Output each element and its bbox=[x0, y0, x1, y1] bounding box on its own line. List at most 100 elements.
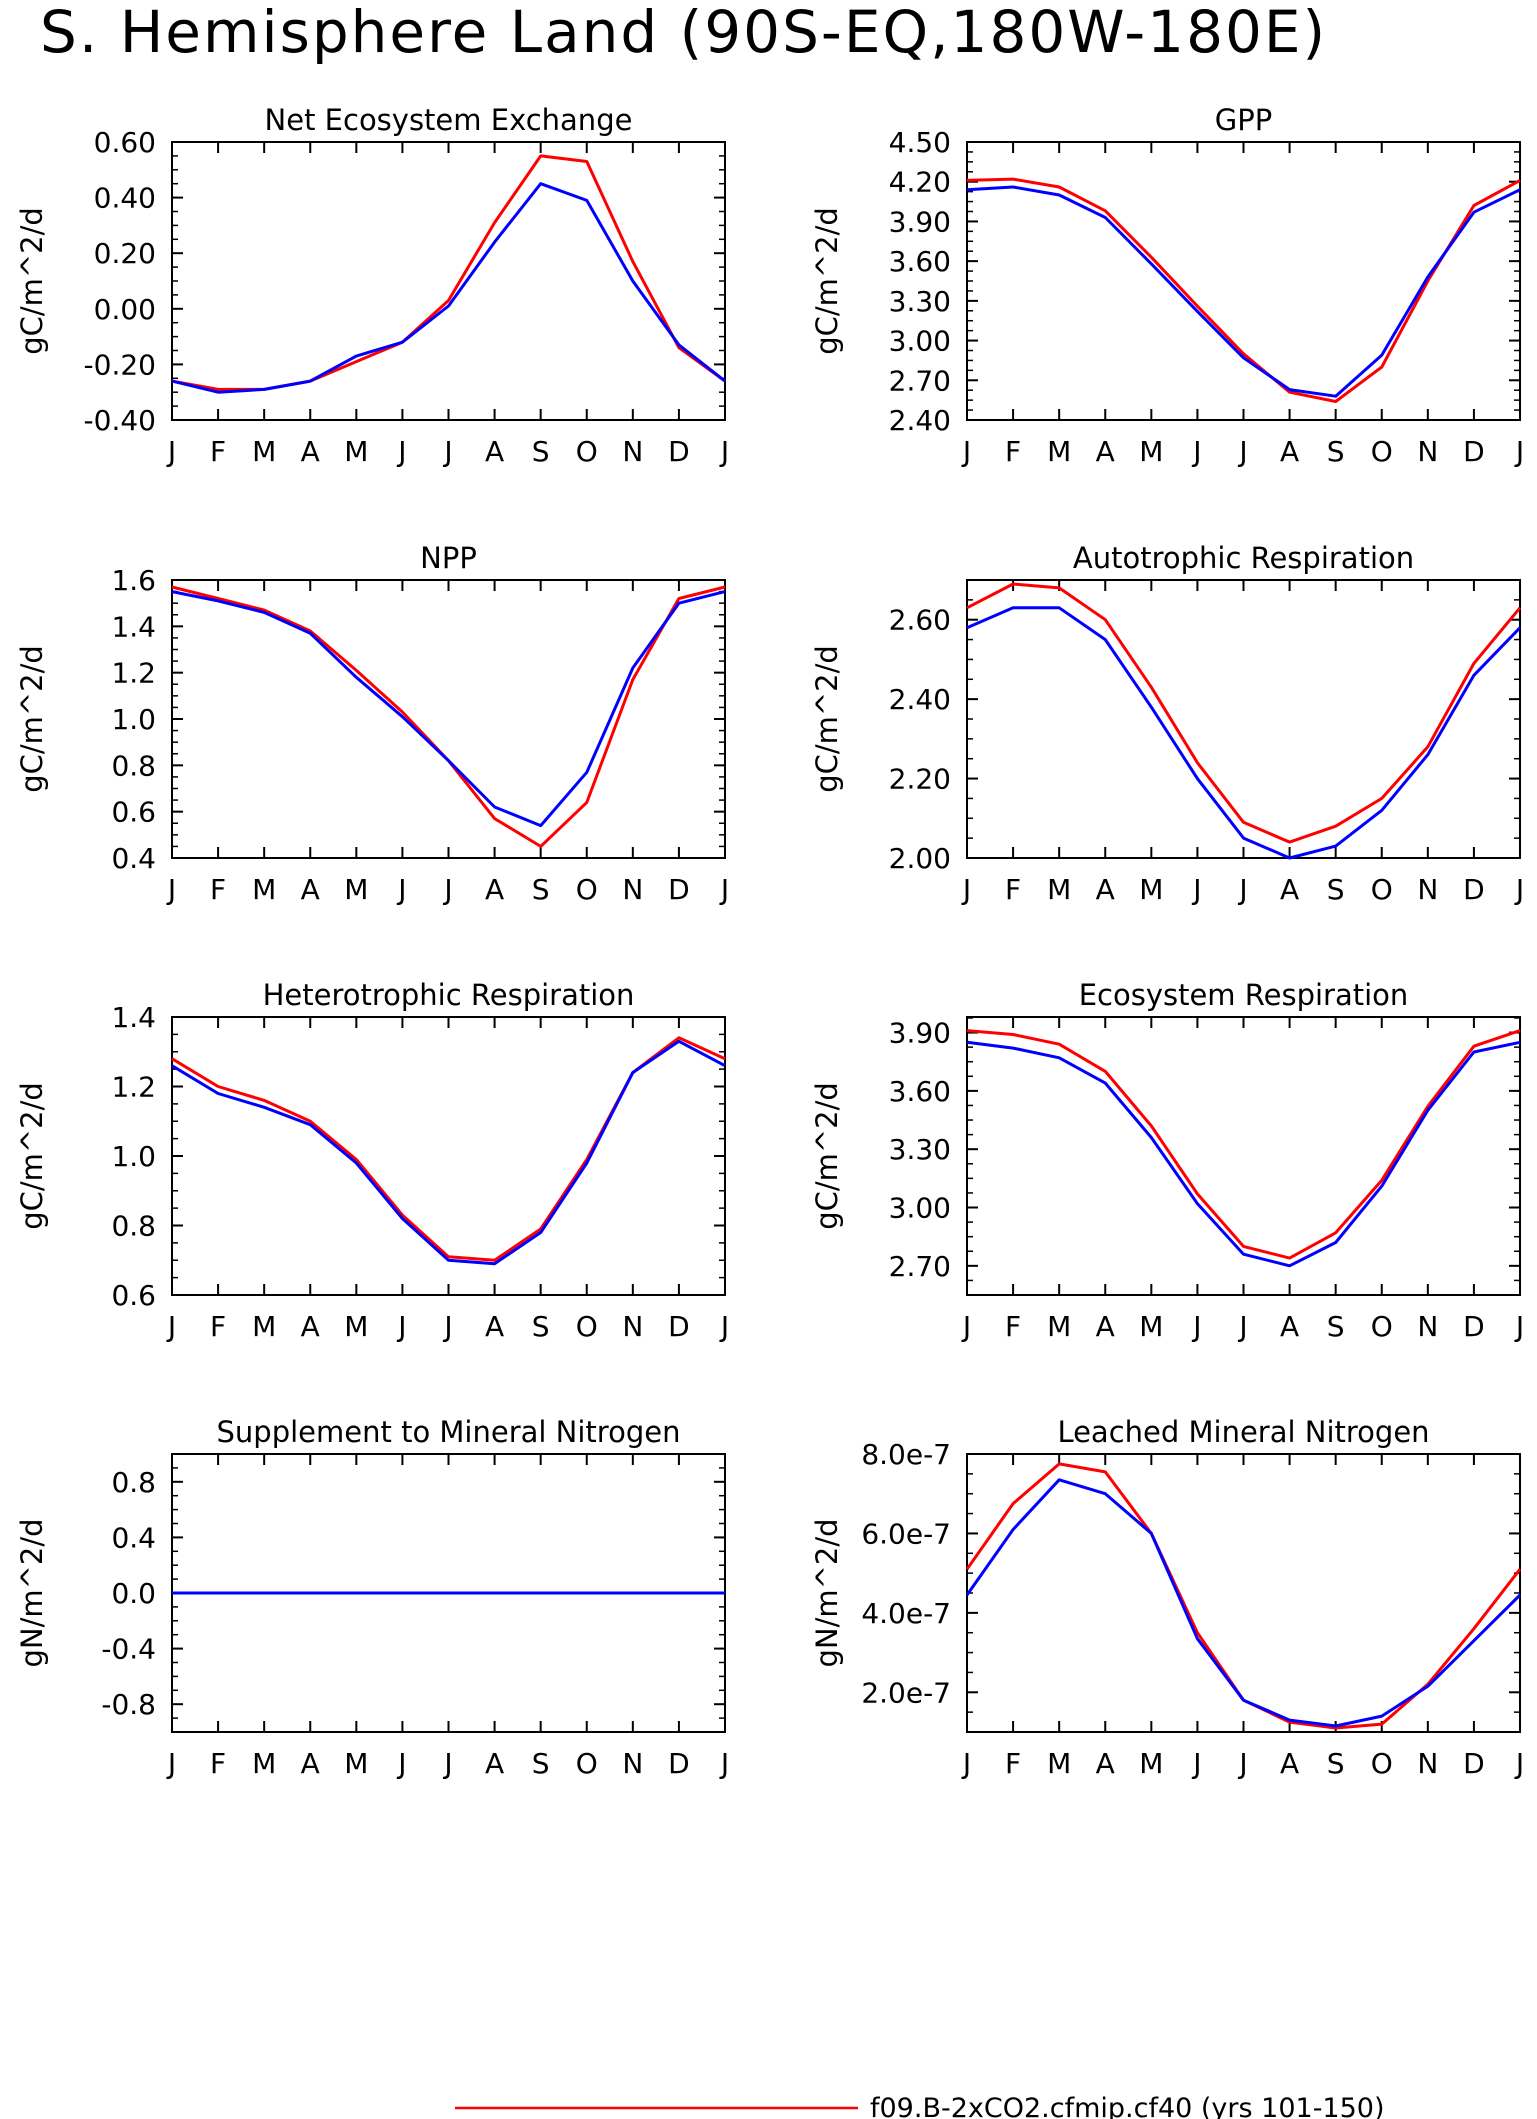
x-tick-label: D bbox=[1463, 1310, 1485, 1343]
y-tick-label: 4.0e-7 bbox=[861, 1597, 951, 1630]
x-tick-label: A bbox=[301, 1747, 320, 1780]
x-tick-label: F bbox=[210, 1310, 226, 1343]
x-tick-label: A bbox=[1096, 1747, 1115, 1780]
x-tick-label: M bbox=[252, 1747, 276, 1780]
chart-autotrophic-respiration: Autotrophic Respiration gC/m^2/d 2.00 2.20 2… bbox=[810, 541, 1524, 906]
y-tick-label: 3.00 bbox=[889, 325, 951, 358]
y-tick-label: 0.40 bbox=[94, 182, 156, 215]
x-tick-label: M bbox=[344, 873, 368, 906]
y-tick-label: 2.40 bbox=[889, 404, 951, 437]
x-tick-label: N bbox=[622, 873, 643, 906]
legend-label: f09.B-2xCO2.cfmip.cf40 (yrs 101-150) bbox=[870, 2093, 1385, 2119]
chart-panels: Net Ecosystem Exchange gC/m^2/d -0.40 -0.20… bbox=[15, 103, 1524, 1780]
x-tick-label: M bbox=[344, 435, 368, 468]
x-tick-label: N bbox=[1417, 1747, 1438, 1780]
x-tick-label: S bbox=[532, 873, 550, 906]
series-line-red bbox=[171, 1036, 726, 1262]
x-tick-label: S bbox=[1327, 1310, 1345, 1343]
y-tick-label: -0.4 bbox=[101, 1633, 156, 1666]
y-tick-label: 1.6 bbox=[111, 564, 156, 597]
x-tick-label: F bbox=[1005, 435, 1021, 468]
x-tick-label: M bbox=[344, 1310, 368, 1343]
chart-net-ecosystem-exchange: Net Ecosystem Exchange gC/m^2/d -0.40 -0.20… bbox=[15, 103, 729, 468]
x-tick-label: J bbox=[1191, 1747, 1201, 1780]
x-tick-label: J bbox=[719, 435, 729, 468]
x-tick-label: J bbox=[396, 435, 406, 468]
x-tick-label: N bbox=[622, 435, 643, 468]
x-tick-label: M bbox=[252, 435, 276, 468]
x-tick-label: J bbox=[719, 1310, 729, 1343]
plot-frame bbox=[171, 1016, 726, 1296]
x-tick-label: N bbox=[1417, 873, 1438, 906]
x-tick-label: D bbox=[1463, 435, 1485, 468]
x-tick-label: D bbox=[1463, 873, 1485, 906]
x-tick-label: N bbox=[1417, 435, 1438, 468]
y-tick-label: 3.60 bbox=[889, 1075, 951, 1108]
x-tick-label: J bbox=[961, 1747, 971, 1780]
y-tick-label: 0.4 bbox=[111, 842, 156, 875]
x-tick-label: M bbox=[1047, 435, 1071, 468]
legend: f09.B-2xCO2.cfmip.cf40 (yrs 101-150) bbox=[455, 2093, 1385, 2119]
x-tick-label: S bbox=[532, 435, 550, 468]
y-tick-label: 2.0e-7 bbox=[861, 1676, 951, 1709]
x-tick-label: A bbox=[1280, 1747, 1299, 1780]
y-tick-label: 0.8 bbox=[111, 749, 156, 782]
x-tick-label: J bbox=[442, 873, 452, 906]
y-tick-label: 0.8 bbox=[111, 1210, 156, 1243]
series-line-red bbox=[965, 1462, 1522, 1730]
plot-frame bbox=[171, 579, 726, 859]
y-tick-label: 0.4 bbox=[111, 1521, 156, 1554]
x-tick-label: J bbox=[396, 873, 406, 906]
series-line-red bbox=[966, 582, 1522, 844]
x-tick-label: O bbox=[1371, 873, 1393, 906]
x-tick-label: M bbox=[252, 1310, 276, 1343]
x-tick-label: F bbox=[210, 1747, 226, 1780]
x-tick-label: J bbox=[1191, 873, 1201, 906]
x-tick-label: J bbox=[166, 1310, 176, 1343]
y-tick-label: 1.0 bbox=[111, 1140, 156, 1173]
x-tick-label: J bbox=[442, 1310, 452, 1343]
x-tick-label: J bbox=[1237, 435, 1247, 468]
x-tick-label: D bbox=[1463, 1747, 1485, 1780]
x-tick-label: A bbox=[1280, 873, 1299, 906]
x-tick-label: J bbox=[166, 435, 176, 468]
y-tick-label: 0.60 bbox=[94, 126, 156, 159]
chart-leached-mineral-nitrogen: Leached Mineral Nitrogen gN/m^2/d 2.0e-7 4.… bbox=[810, 1415, 1524, 1780]
series-line-red bbox=[171, 585, 726, 848]
x-tick-label: S bbox=[1327, 435, 1345, 468]
x-tick-label: S bbox=[532, 1747, 550, 1780]
y-axis-label: gC/m^2/d bbox=[810, 1082, 844, 1230]
chart-ecosystem-respiration: Ecosystem Respiration gC/m^2/d 2.70 3.00 3.3… bbox=[810, 978, 1524, 1343]
x-tick-label: F bbox=[1005, 873, 1021, 906]
x-tick-label: F bbox=[210, 435, 226, 468]
y-tick-label: 2.70 bbox=[889, 1250, 951, 1283]
x-tick-label: F bbox=[210, 873, 226, 906]
y-tick-label: 3.30 bbox=[889, 1133, 951, 1166]
x-tick-label: J bbox=[719, 1747, 729, 1780]
y-tick-label: 6.0e-7 bbox=[861, 1517, 951, 1550]
x-tick-label: A bbox=[301, 435, 320, 468]
y-tick-label: 2.70 bbox=[889, 364, 951, 397]
y-tick-label: 1.2 bbox=[111, 657, 156, 690]
y-axis-label: gN/m^2/d bbox=[810, 1518, 844, 1667]
y-tick-label: 3.30 bbox=[889, 285, 951, 318]
x-tick-label: O bbox=[1371, 1747, 1393, 1780]
plot-frame bbox=[966, 1453, 1521, 1733]
series-line-red bbox=[966, 177, 1521, 403]
y-tick-label: 3.90 bbox=[889, 205, 951, 238]
x-tick-label: M bbox=[1139, 435, 1163, 468]
x-tick-label: J bbox=[1514, 435, 1524, 468]
y-axis-label: gC/m^2/d bbox=[15, 645, 49, 793]
y-tick-label: 4.20 bbox=[889, 166, 951, 199]
x-tick-label: A bbox=[1280, 1310, 1299, 1343]
y-axis-label: gC/m^2/d bbox=[810, 207, 844, 355]
x-tick-label: J bbox=[166, 1747, 176, 1780]
x-tick-label: M bbox=[252, 873, 276, 906]
x-tick-label: A bbox=[485, 1310, 504, 1343]
y-tick-label: 1.4 bbox=[111, 1001, 156, 1034]
series-line-red bbox=[171, 154, 726, 391]
chart-title: GPP bbox=[1215, 103, 1272, 137]
x-tick-label: M bbox=[1139, 1747, 1163, 1780]
x-tick-label: N bbox=[622, 1310, 643, 1343]
y-tick-label: 3.60 bbox=[889, 245, 951, 278]
